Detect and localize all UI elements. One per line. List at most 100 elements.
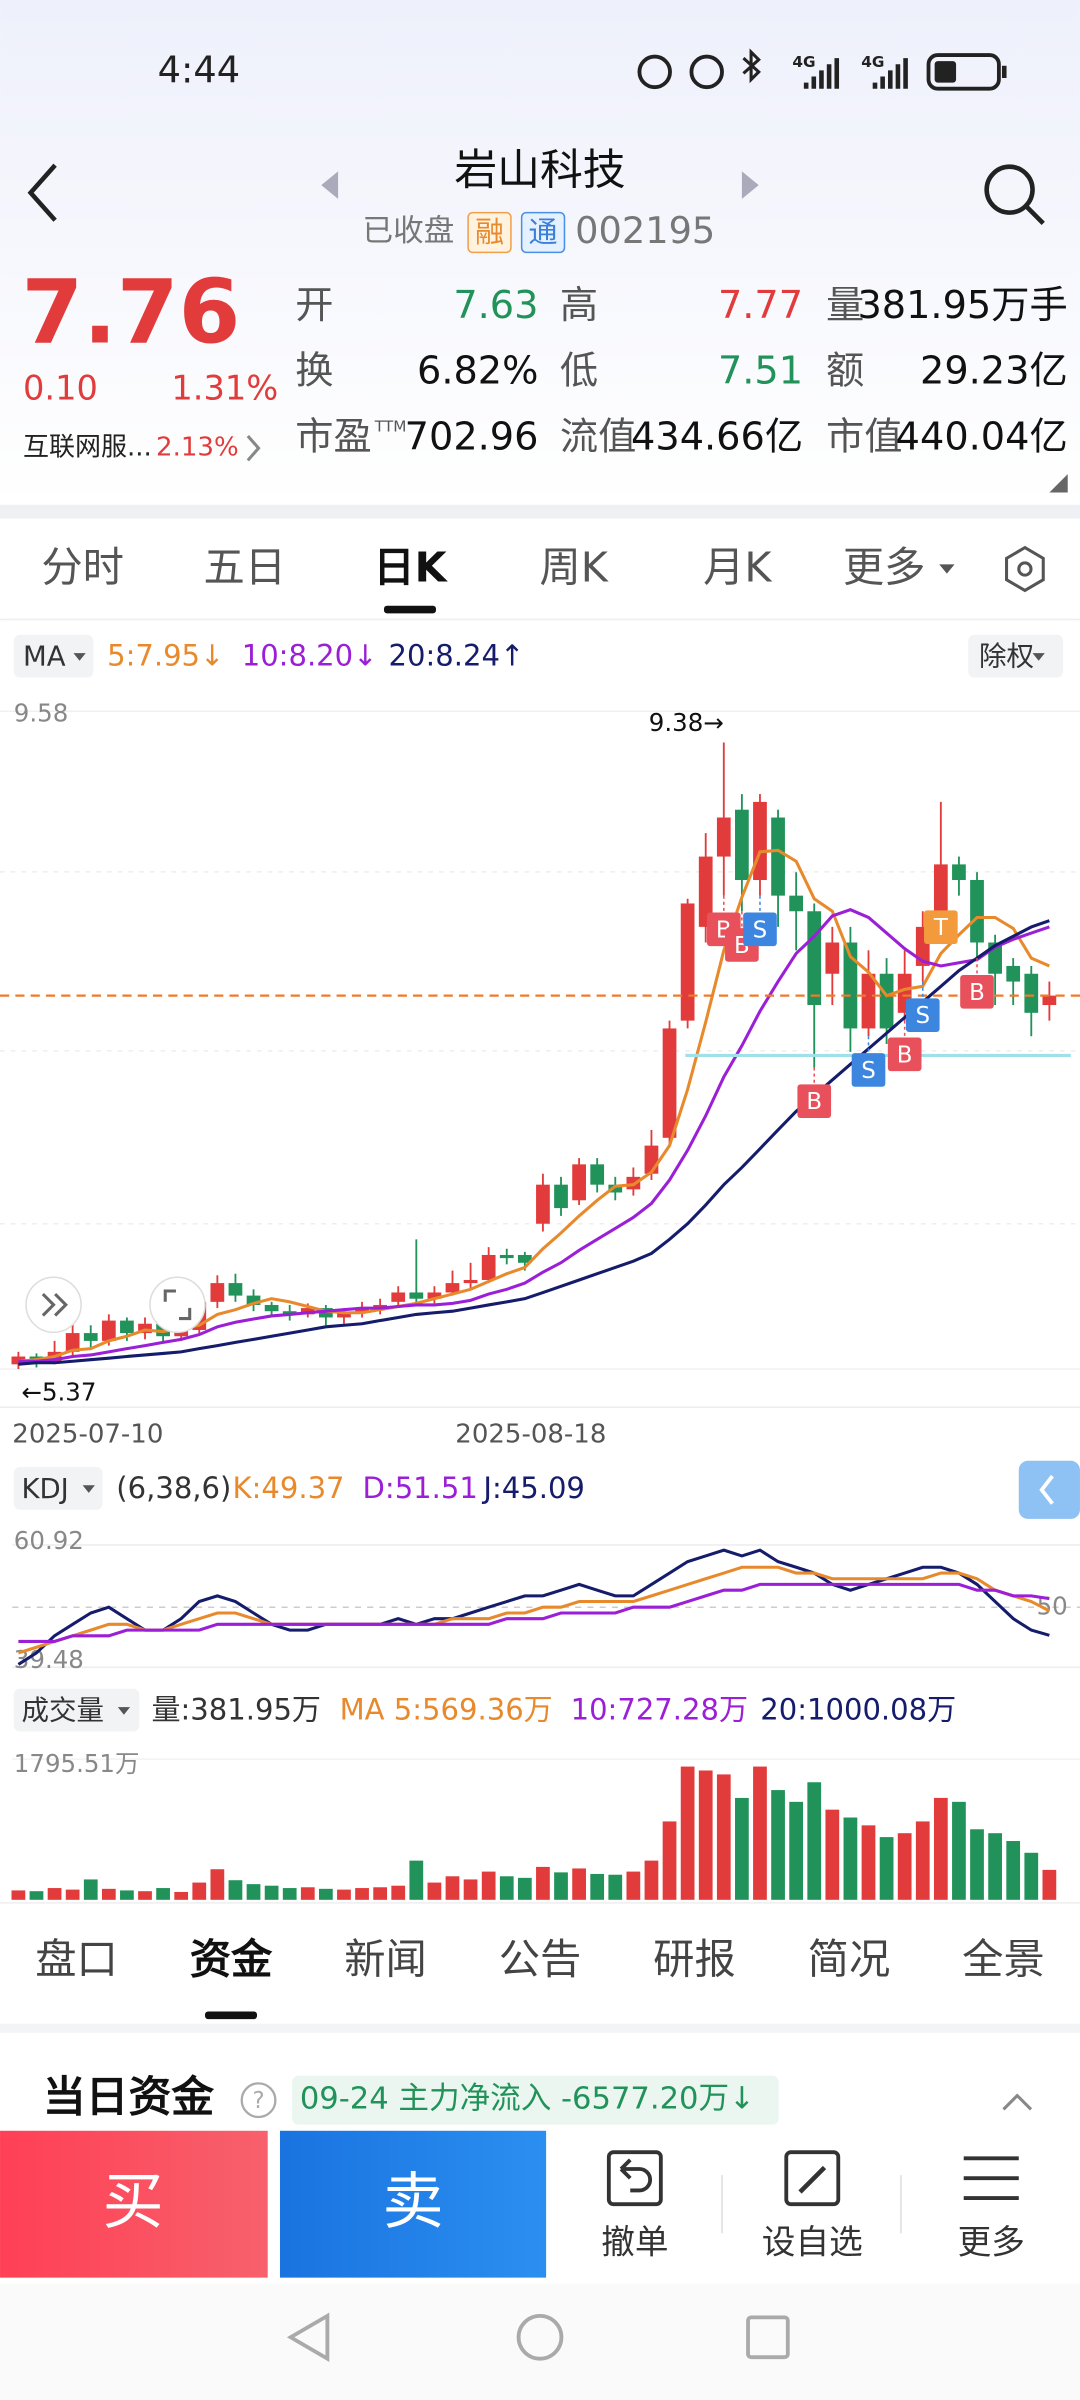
section-tab[interactable]: 研报 (653, 1936, 736, 1984)
kdj-name: KDJ (21, 1473, 68, 1505)
y-tick-label: 1795.51万 (14, 1749, 140, 1778)
candle-body (517, 1254, 532, 1263)
field-value: 702.96 (405, 416, 539, 460)
battery-icon (926, 53, 1001, 91)
indicator-select[interactable] (13, 1466, 103, 1510)
volume-bar (716, 1774, 731, 1900)
chart-tab[interactable]: 分时 (41, 544, 124, 592)
nav-back[interactable] (286, 2312, 330, 2363)
prev-stock[interactable] (321, 171, 339, 199)
line (18, 919, 1050, 1366)
volume-bar (391, 1885, 406, 1900)
candle-body (445, 1283, 460, 1293)
candle-body (499, 1254, 514, 1259)
back-button[interactable] (27, 163, 57, 222)
candle-body (879, 973, 894, 1029)
volume-bar (517, 1877, 532, 1900)
sell-button[interactable] (279, 2130, 547, 2278)
signal-badge (743, 912, 777, 947)
candle-body (481, 1254, 496, 1280)
cancel-icon[interactable] (606, 2150, 663, 2207)
sector-arrow[interactable] (246, 434, 261, 462)
chart-tab[interactable]: 五日 (203, 544, 286, 592)
volume-bar (300, 1887, 315, 1900)
line (18, 908, 1050, 1363)
settings-icon[interactable] (1005, 545, 1045, 593)
indicator-select[interactable] (13, 1688, 140, 1732)
volume-bar (897, 1833, 912, 1900)
signal-badge (851, 1053, 886, 1087)
section-tab[interactable]: 公告 (499, 1936, 582, 1984)
time: 4:44 (158, 48, 240, 91)
tool-label[interactable]: 设自选 (762, 2222, 863, 2261)
field-value: 440.04亿 (896, 416, 1068, 460)
cancel-icon-arrow (619, 2158, 652, 2193)
volume-bar (1006, 1841, 1021, 1900)
signal-badge (960, 974, 994, 1009)
kdj-params: (6,38,6) (116, 1471, 231, 1505)
x-tick-label: 2025-08-18 (455, 1419, 606, 1449)
volume-bar (192, 1882, 207, 1900)
volume-bar (1042, 1869, 1057, 1900)
signal-label: B (969, 980, 985, 1006)
volume-bar (228, 1880, 243, 1900)
candle-body (246, 1295, 261, 1305)
candle-body (282, 1311, 297, 1315)
chart-tab[interactable]: 更多 (843, 544, 926, 592)
section-tab[interactable]: 新闻 (344, 1936, 427, 1984)
separator (0, 2023, 1080, 2033)
buy-button[interactable] (0, 2130, 268, 2278)
field-label: 高 (560, 284, 598, 328)
volume-bar (1024, 1852, 1039, 1900)
volume-bar (861, 1825, 876, 1900)
candle-body (825, 942, 840, 974)
volume-bar (698, 1770, 713, 1900)
search-button[interactable] (984, 164, 1035, 215)
vol-ma5-legend: MA 5:569.36万 (340, 1693, 553, 1727)
watch-icon[interactable] (784, 2150, 841, 2207)
volume-bar (499, 1876, 514, 1900)
max-label: 9.38→ (649, 708, 724, 737)
side-tab[interactable] (1018, 1460, 1080, 1519)
volume-bar (952, 1801, 966, 1900)
battery-tip (1001, 65, 1007, 79)
candle-body (970, 880, 984, 943)
fullscreen-button[interactable] (149, 1276, 206, 1334)
section-tab[interactable]: 盘口 (35, 1936, 118, 1984)
volume-bar (879, 1837, 894, 1900)
help-icon[interactable] (240, 2082, 277, 2119)
chart-tab[interactable]: 日K (373, 544, 448, 592)
collapse-icon[interactable] (1002, 2093, 1033, 2111)
volume-bar (156, 1888, 170, 1900)
network: 4G (861, 53, 884, 71)
chart-tab[interactable]: 周K (539, 544, 608, 592)
section-tab[interactable]: 资金 (190, 1936, 273, 1984)
more-icon[interactable] (963, 2156, 1019, 2200)
volume-bar (120, 1890, 134, 1900)
tool-label[interactable]: 撤单 (601, 2222, 668, 2261)
stock-code: 002195 (575, 209, 715, 252)
separator (0, 504, 1080, 519)
section-tab[interactable]: 简况 (808, 1936, 891, 1984)
sector: 互联网服... (23, 433, 152, 463)
adjust-button[interactable] (968, 634, 1064, 678)
volume-bar (590, 1873, 605, 1900)
section-tab[interactable]: 全景 (962, 1936, 1045, 1984)
volume-bar (970, 1829, 984, 1900)
tool-label[interactable]: 更多 (958, 2222, 1025, 2261)
candle-body (174, 1329, 189, 1337)
nav-home[interactable] (516, 2313, 564, 2361)
sector-pct: 2.13% (156, 433, 239, 463)
d-legend: D:51.51 (363, 1471, 478, 1505)
chart-tab[interactable]: 月K (703, 544, 772, 592)
candle-body (391, 1292, 406, 1302)
candle-body (337, 1312, 351, 1318)
dropdown-caret (73, 653, 86, 661)
indicator-select[interactable] (13, 634, 94, 678)
volume-bar (11, 1890, 26, 1900)
next-stock[interactable] (741, 171, 759, 199)
price-change: 0.10 (23, 369, 98, 408)
volume-bar (463, 1879, 478, 1900)
nav-recent[interactable] (746, 2315, 790, 2360)
volume-bar (680, 1766, 695, 1900)
